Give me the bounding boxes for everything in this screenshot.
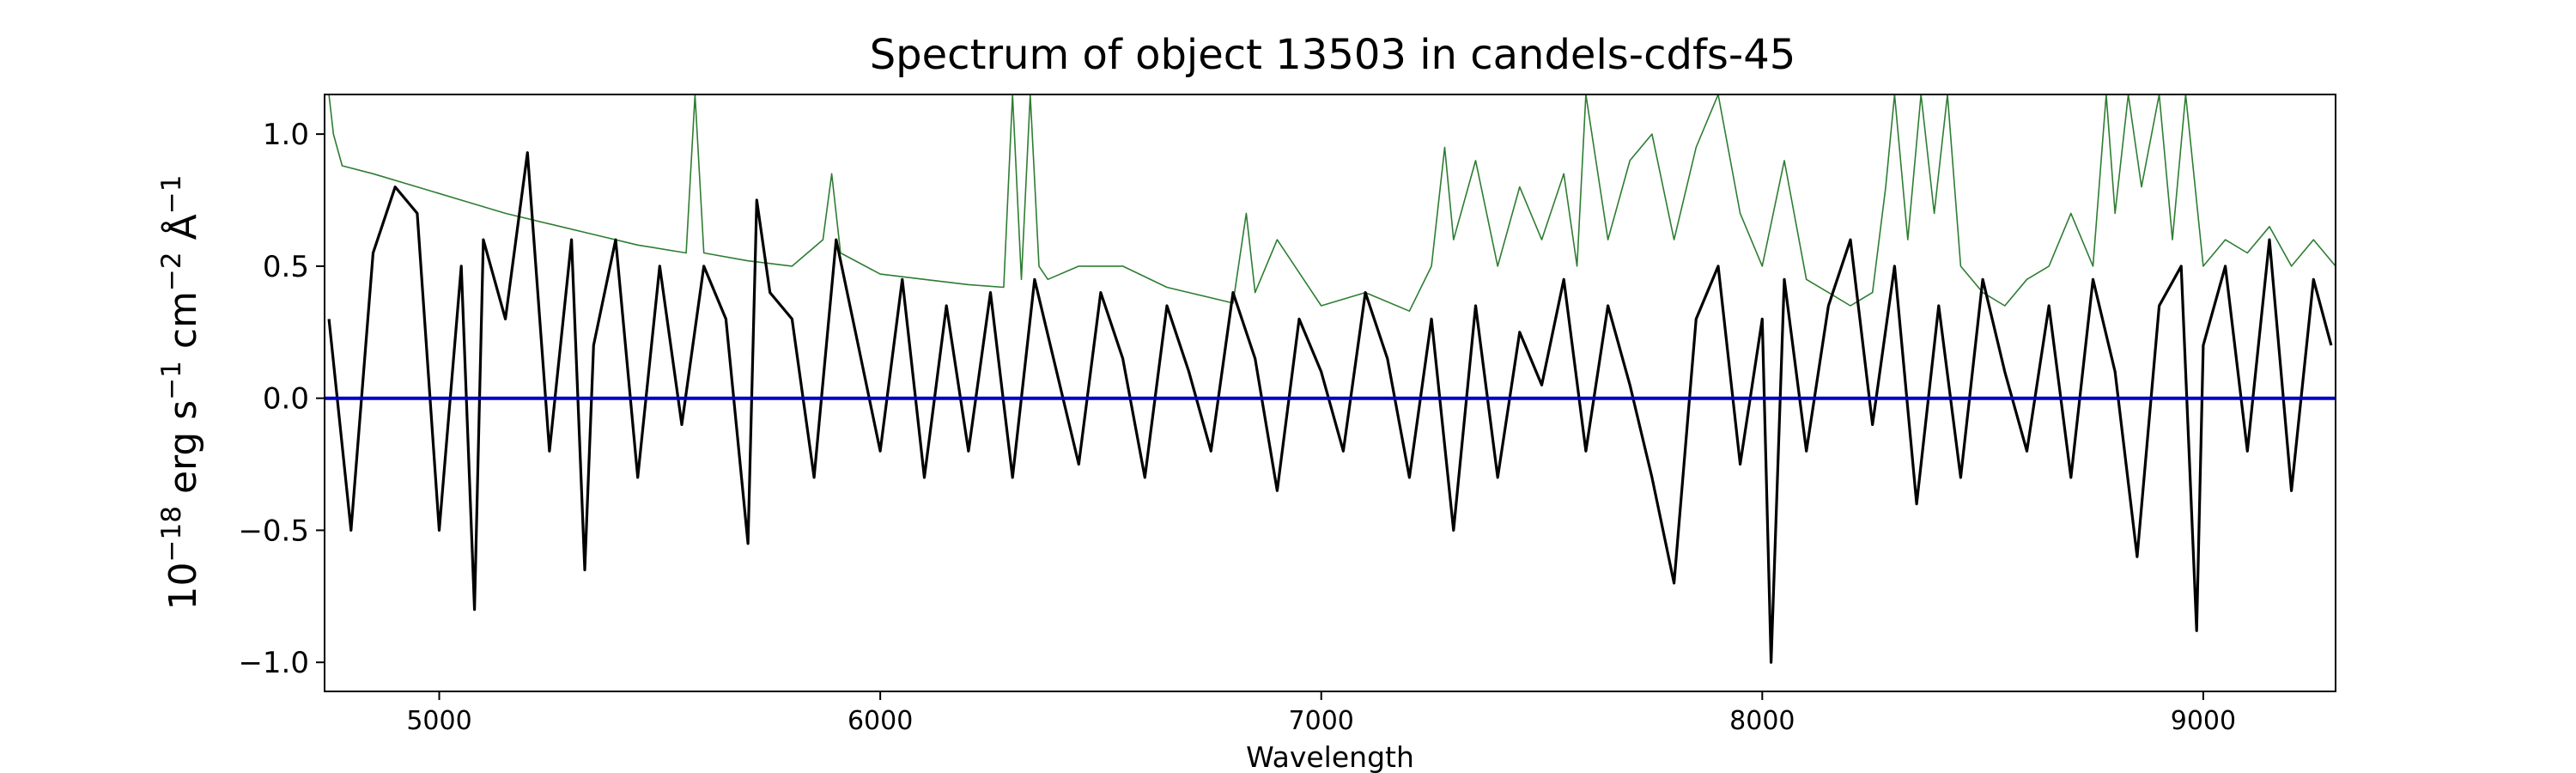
axes-frame [324, 94, 2336, 692]
series-layer [325, 94, 2336, 664]
y-label-exponent: −18 [156, 506, 187, 562]
y-label-base: 10 [161, 562, 205, 610]
y-tick-label: −0.5 [238, 514, 309, 548]
y-label-angstrom: Å [160, 214, 205, 252]
y-label-erg: erg s [161, 400, 205, 506]
x-tick-label: 8000 [1729, 706, 1795, 736]
y-axis-ticks: 1.0 0.5 0.0 −0.5 −1.0 [238, 118, 325, 680]
x-tick-label: 6000 [848, 706, 913, 736]
series-line-flux [327, 151, 2333, 664]
x-tick-label: 5000 [406, 706, 471, 736]
x-tick-label: 9000 [2171, 706, 2236, 736]
chart-title: Spectrum of object 13503 in candels-cdfs… [870, 31, 1796, 79]
y-tick-label: 0.0 [263, 382, 309, 417]
y-tick-label: −1.0 [238, 646, 309, 680]
x-axis-ticks: 5000 6000 7000 8000 9000 [406, 691, 2236, 736]
y-label-cm-exponent: −2 [156, 252, 187, 291]
x-tick-label: 7000 [1289, 706, 1354, 736]
y-axis-label: 10−18 erg s−1 cm−2 Å−1 [156, 175, 205, 611]
plot-area [324, 94, 2336, 692]
y-label-angstrom-exponent: −1 [156, 175, 187, 215]
y-label-s-exponent: −1 [156, 361, 187, 400]
y-tick-label: 0.5 [263, 250, 309, 284]
x-axis-label: Wavelength [1246, 740, 1414, 773]
y-label-cm: cm [161, 291, 205, 361]
series-line-error [328, 94, 2336, 312]
y-tick-label: 1.0 [263, 118, 309, 152]
